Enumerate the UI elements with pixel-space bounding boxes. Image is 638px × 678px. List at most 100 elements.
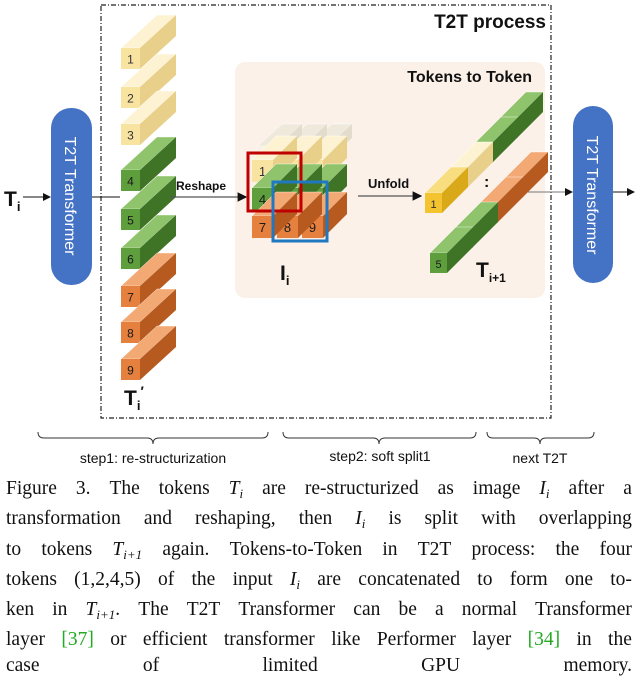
output-token-lower-5: 5 <box>429 226 474 273</box>
caption-word: (1,2,4,5) <box>74 568 141 590</box>
ellipsis-dots: : <box>484 174 489 191</box>
next-t2t-label: next T2T <box>513 450 568 466</box>
caption-word: the <box>191 568 216 590</box>
caption-word: form <box>509 568 548 590</box>
output-tokens: 54219865 <box>424 91 549 273</box>
column-token-5: 5 <box>120 175 177 230</box>
column-token-4: 4 <box>120 136 177 191</box>
caption-line: ken in Ti+1. The T2T Transformer can be a normal T… <box>6 597 632 627</box>
caption-word: like <box>331 629 361 651</box>
token-number: 9 <box>309 220 316 235</box>
caption-word: again. <box>162 538 210 560</box>
token-number: 4 <box>127 175 134 189</box>
column-token-2: 2 <box>120 53 177 108</box>
caption-word: T2T <box>417 538 452 560</box>
caption-word: four <box>599 538 633 560</box>
input-tokens-label: Ti <box>4 188 20 214</box>
caption-word: can <box>353 599 381 621</box>
caption-word: are <box>262 478 286 499</box>
token-number: 1 <box>430 199 436 211</box>
next-t2t-transformer-label: T2T Transformer <box>583 136 600 256</box>
caption-word: T2T <box>186 599 221 621</box>
token-side-face <box>497 177 523 223</box>
token-front-face <box>121 359 140 380</box>
caption-word: the <box>555 538 580 560</box>
token-side-face <box>323 192 347 238</box>
token-side-face <box>140 326 176 380</box>
caption-line: case of limited GPU memory. <box>6 653 632 678</box>
blue-window <box>271 180 329 243</box>
token-side-face <box>522 152 548 198</box>
caption-word: efficient <box>142 629 208 651</box>
step1-brace <box>37 431 269 445</box>
citation-link[interactable]: [37] <box>61 629 94 651</box>
caption-word: Figure <box>6 478 57 499</box>
column-label: Ti′ <box>124 383 144 413</box>
caption-word: Performer <box>376 629 456 651</box>
token-side-face <box>442 167 468 213</box>
token-front-face <box>121 87 140 108</box>
token-side-face <box>140 253 176 307</box>
caption-word: ken <box>6 599 35 621</box>
caption-word: tokens <box>41 538 93 560</box>
next-t2t-transformer-block <box>573 106 613 283</box>
caption-word: of <box>142 654 160 676</box>
caption-word: process: <box>471 538 536 560</box>
token-front-face <box>430 253 447 273</box>
column-token-7: 7 <box>120 252 177 307</box>
token-number: 1 <box>127 53 134 67</box>
citation-link[interactable]: [34] <box>527 629 561 651</box>
caption-word: GPU <box>421 654 461 676</box>
output-token-upper-1: 1 <box>424 166 469 213</box>
caption-word: layer <box>6 629 45 651</box>
token-number: 5 <box>435 259 441 271</box>
caption-math: I <box>289 568 297 590</box>
caption-word: layer <box>472 629 512 651</box>
token-number: 4 <box>259 192 266 207</box>
token-number: 9 <box>127 364 134 378</box>
caption-word: memory. <box>563 654 633 676</box>
token-front-face <box>252 216 273 238</box>
token-number: 8 <box>284 220 291 235</box>
token-side-face <box>472 202 498 248</box>
unfold-label: Unfold <box>368 176 409 191</box>
token-number: 5 <box>127 214 134 228</box>
token-number: 7 <box>259 220 266 235</box>
token-number: 7 <box>127 291 134 305</box>
token-side-face <box>140 176 176 230</box>
token-number: 8 <box>127 327 134 341</box>
caption-word: Transformer <box>535 599 632 621</box>
token-side-face <box>447 227 473 273</box>
caption-word: The <box>109 478 140 499</box>
caption-math: I <box>355 508 362 530</box>
token-front-face <box>121 248 140 269</box>
caption-word: be <box>398 599 417 621</box>
token-side-face <box>140 289 176 343</box>
caption-word: limited <box>262 654 318 676</box>
caption-word: to <box>6 538 22 560</box>
caption-math: i+1 <box>96 607 116 623</box>
token-number: 3 <box>127 129 134 143</box>
caption-math: T <box>228 478 240 499</box>
caption-word: and <box>143 508 172 530</box>
token-front-face <box>121 209 140 230</box>
caption-word: in <box>52 599 68 621</box>
token-front-face <box>121 124 140 145</box>
column-token-8: 8 <box>120 288 177 343</box>
caption-math: I <box>539 478 546 499</box>
caption-word: overlapping <box>538 508 632 530</box>
token-side-face <box>140 91 176 145</box>
caption-math: i <box>239 486 244 501</box>
caption-word: 3. <box>75 478 91 499</box>
caption-word: are <box>317 568 342 590</box>
token-number: 2 <box>127 92 134 106</box>
token-side-face <box>298 192 322 238</box>
figure-caption: Figure 3. The tokens Ti are re-structurized as i… <box>6 476 632 678</box>
token-side-face <box>140 54 176 108</box>
reshape-label: Reshape <box>176 179 226 193</box>
caption-math: i <box>296 576 301 592</box>
caption-word: tokens <box>158 478 210 499</box>
caption-word: one <box>564 568 593 590</box>
caption-word: a <box>623 478 632 499</box>
caption-word: to- <box>610 568 632 590</box>
